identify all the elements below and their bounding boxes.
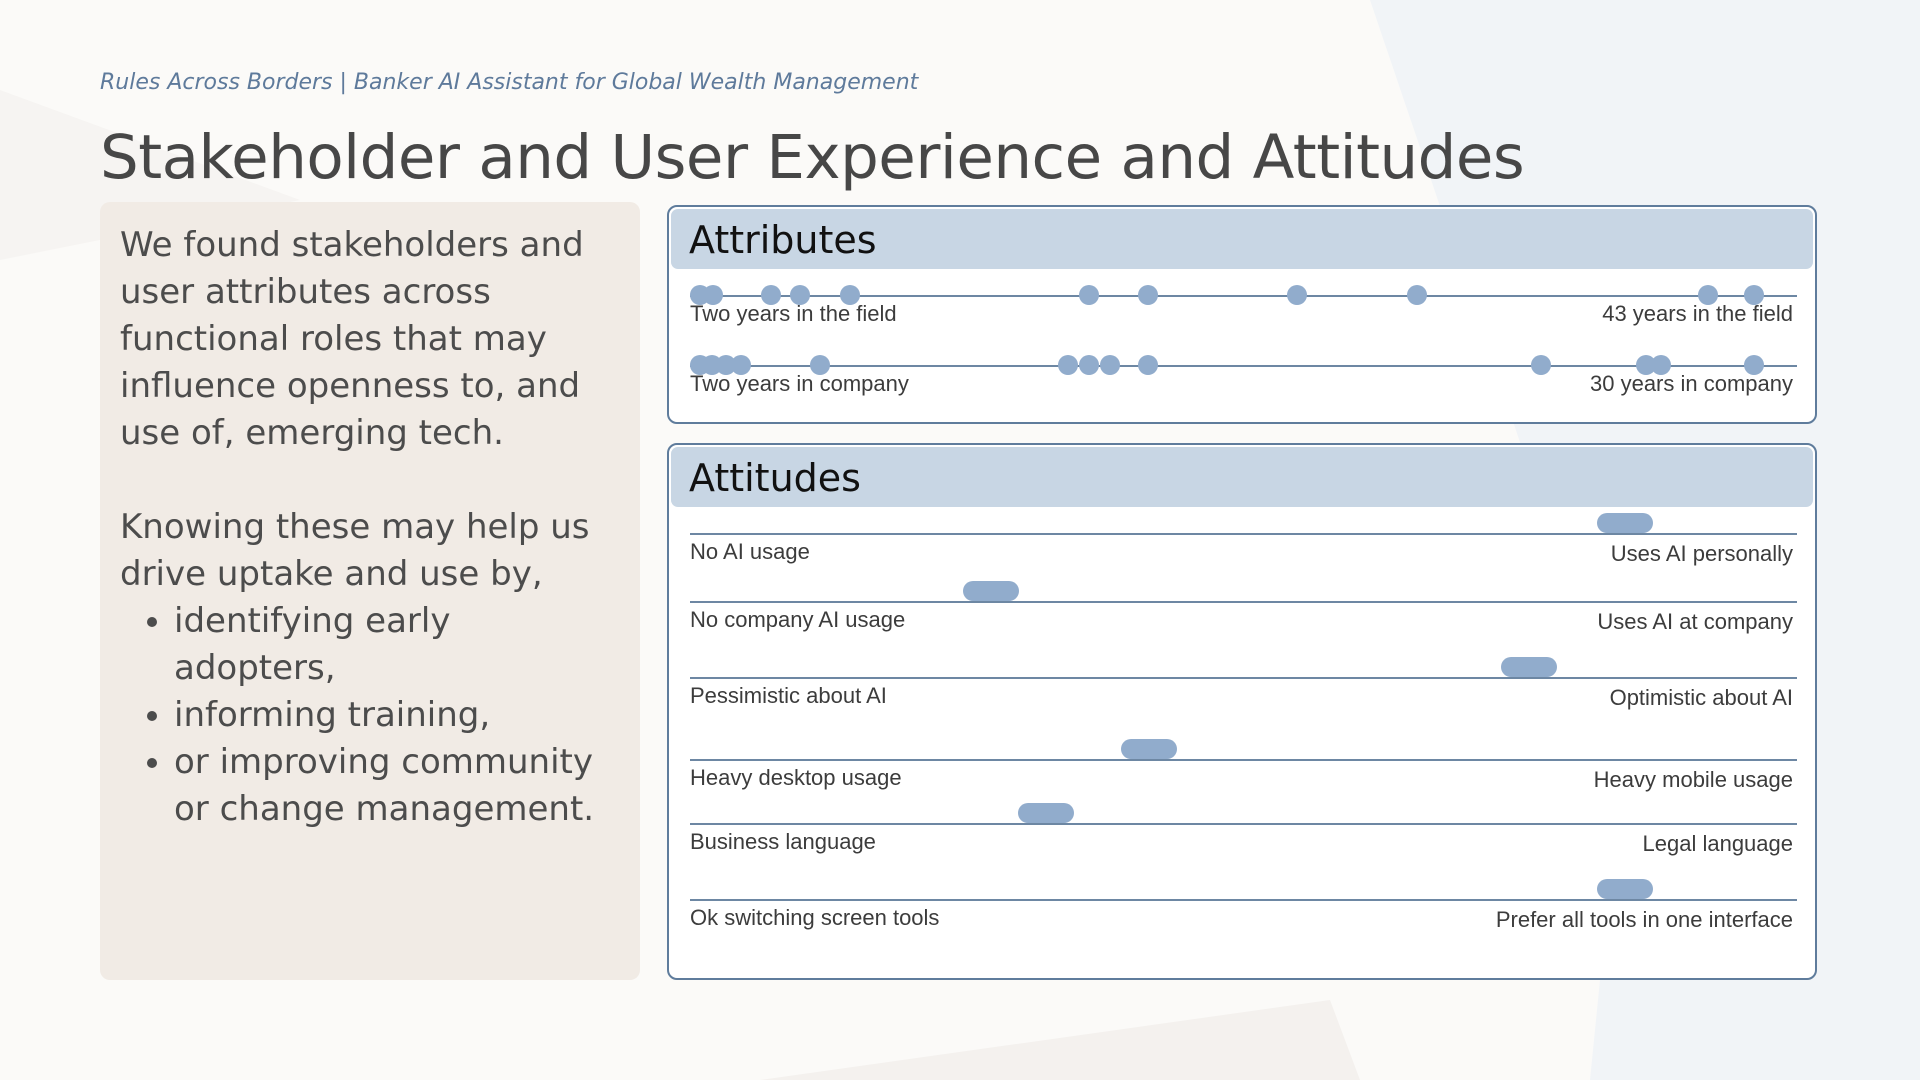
attitude-left-label: Pessimistic about AI <box>690 683 887 708</box>
attitude-left-label: No AI usage <box>690 539 810 564</box>
attitude-track <box>690 601 1797 603</box>
eyebrow-breadcrumb: Rules Across Borders | Banker AI Assista… <box>100 70 919 95</box>
respondent-dot <box>760 285 781 305</box>
respondent-dot <box>1635 355 1656 375</box>
respondent-dot <box>1137 285 1158 305</box>
attribute-track <box>690 365 1797 367</box>
attitude-track <box>690 759 1797 761</box>
summary-bullet: or improving community or change managem… <box>174 739 620 833</box>
attitude-marker <box>1121 739 1178 759</box>
respondent-dot <box>1137 355 1158 375</box>
respondent-dot <box>840 285 860 305</box>
attitude-track <box>690 533 1797 535</box>
summary-bullet: identifying early adopters, <box>174 598 620 692</box>
attitude-marker <box>1597 513 1654 533</box>
respondent-dot <box>790 285 810 305</box>
summary-card: We found stakeholders and user attribute… <box>100 202 640 980</box>
attitude-left-label: Business language <box>690 829 876 854</box>
attitude-left-label: No company AI usage <box>690 607 906 632</box>
attribute-left-label: Two years in company <box>690 371 909 396</box>
respondent-dot <box>809 355 830 375</box>
respondent-dot <box>1079 355 1100 375</box>
attribute-right-label: 30 years in company <box>1590 371 1793 396</box>
respondent-dot <box>731 355 752 375</box>
attitude-right-label: Uses AI at company <box>1597 609 1793 634</box>
respondent-dot <box>1407 285 1428 305</box>
respondent-dot <box>703 285 724 305</box>
attitude-left-label: Ok switching screen tools <box>690 905 940 930</box>
respondent-dot <box>716 355 737 375</box>
attitude-track <box>690 677 1797 679</box>
summary-paragraph-2: Knowing these may help us drive uptake a… <box>120 507 590 594</box>
summary-paragraph-1: We found stakeholders and user attribute… <box>120 225 584 453</box>
attitude-right-label: Prefer all tools in one interface <box>1495 907 1793 932</box>
attitude-marker <box>1501 657 1558 677</box>
respondent-dot <box>1531 355 1552 375</box>
attributes-header: Attributes <box>671 209 1813 269</box>
attribute-track <box>690 295 1797 297</box>
attitude-marker <box>1597 879 1654 899</box>
attitude-right-label: Heavy mobile usage <box>1593 767 1793 792</box>
attribute-left-label: Two years in the field <box>690 301 897 326</box>
attitude-marker <box>963 581 1020 601</box>
respondent-dot <box>1058 355 1079 375</box>
respondent-dot <box>1744 285 1765 305</box>
respondent-dot <box>1650 355 1671 375</box>
respondent-dot <box>1697 285 1718 305</box>
attitudes-header: Attitudes <box>671 447 1813 507</box>
attitude-marker <box>1018 803 1075 823</box>
attitude-right-label: Optimistic about AI <box>1609 685 1793 710</box>
attitude-track <box>690 899 1797 901</box>
summary-bullet-list: identifying early adopters, informing tr… <box>120 598 620 833</box>
attitudes-panel: Attitudes No AI usage Uses AI personally… <box>667 443 1817 980</box>
respondent-dot <box>1099 355 1120 375</box>
respondent-dot <box>1079 285 1100 305</box>
respondent-dot <box>1744 355 1765 375</box>
page-title: Stakeholder and User Experience and Atti… <box>100 122 1525 193</box>
attributes-panel: Attributes Two years in the field 43 yea… <box>667 205 1817 424</box>
attitude-right-label: Uses AI personally <box>1610 541 1793 566</box>
attitude-right-label: Legal language <box>1642 831 1793 856</box>
summary-bullet: informing training, <box>174 692 620 739</box>
attribute-right-label: 43 years in the field <box>1602 301 1793 326</box>
respondent-dot <box>1286 285 1307 305</box>
attitude-left-label: Heavy desktop usage <box>690 765 902 790</box>
attitude-track <box>690 823 1797 825</box>
